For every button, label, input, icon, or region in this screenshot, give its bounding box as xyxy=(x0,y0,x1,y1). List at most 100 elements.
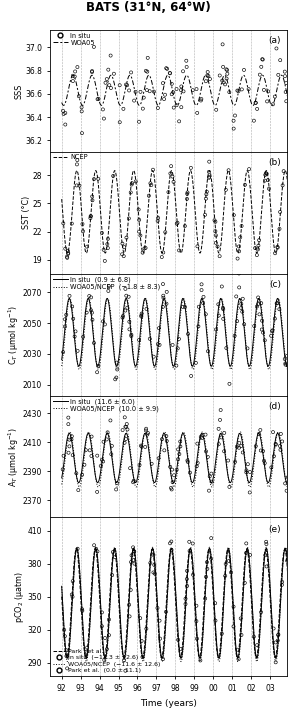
Point xyxy=(139,441,144,452)
Point xyxy=(117,80,122,91)
Point xyxy=(132,95,136,106)
Point xyxy=(255,244,260,255)
Point xyxy=(101,244,106,255)
Point xyxy=(218,404,223,416)
Point xyxy=(105,242,110,254)
Point xyxy=(279,579,284,590)
Text: (b): (b) xyxy=(268,158,281,167)
Point xyxy=(199,279,204,290)
Point xyxy=(157,615,162,627)
Point xyxy=(144,423,149,434)
Point xyxy=(79,101,84,113)
Point xyxy=(140,247,145,258)
Point xyxy=(70,589,74,600)
Point xyxy=(176,634,181,645)
Point xyxy=(156,453,161,464)
Point xyxy=(124,290,129,302)
Point xyxy=(184,573,189,585)
Point xyxy=(233,110,237,121)
Point xyxy=(106,64,111,76)
Point xyxy=(176,453,180,465)
Point xyxy=(238,612,243,624)
Point xyxy=(64,650,69,662)
Point xyxy=(178,84,183,96)
Point xyxy=(124,419,129,430)
Point xyxy=(199,93,204,105)
Point xyxy=(195,633,200,645)
Point xyxy=(185,193,189,205)
Point xyxy=(70,76,75,87)
Point xyxy=(82,459,87,471)
Point xyxy=(189,162,193,173)
Point xyxy=(206,346,210,357)
Point xyxy=(144,303,149,314)
Point xyxy=(235,315,239,327)
Point xyxy=(95,93,100,105)
Point xyxy=(178,643,183,655)
Text: (c): (c) xyxy=(269,279,281,289)
Point xyxy=(194,357,198,369)
Point xyxy=(61,217,66,229)
Point xyxy=(122,655,126,666)
Point xyxy=(62,624,67,635)
Point xyxy=(273,91,277,102)
Point xyxy=(161,290,166,302)
Point xyxy=(115,477,119,488)
Point xyxy=(155,102,160,113)
Point xyxy=(242,64,246,76)
Point xyxy=(252,320,257,332)
Point xyxy=(75,61,80,73)
Point xyxy=(129,330,134,342)
Point xyxy=(276,630,281,641)
Point xyxy=(204,188,209,200)
Point xyxy=(271,98,275,110)
Point xyxy=(127,610,132,622)
Point xyxy=(213,237,218,249)
Point xyxy=(113,552,118,563)
Point xyxy=(263,168,268,179)
Text: BATS (31°N, 64°W): BATS (31°N, 64°W) xyxy=(86,1,210,14)
Point xyxy=(181,66,185,77)
Point xyxy=(185,456,190,468)
Point xyxy=(70,449,75,461)
Point xyxy=(164,435,169,446)
Point xyxy=(204,76,208,87)
Point xyxy=(207,471,212,482)
Point xyxy=(194,461,199,472)
Point xyxy=(226,455,231,466)
Point xyxy=(132,558,137,570)
Point xyxy=(280,436,284,447)
Point xyxy=(187,536,192,548)
Point xyxy=(239,302,244,314)
Point xyxy=(70,575,75,587)
Point xyxy=(95,450,100,461)
Point xyxy=(213,597,218,609)
Point xyxy=(70,218,74,230)
Point xyxy=(191,569,195,580)
Point xyxy=(174,464,179,476)
Point xyxy=(174,100,179,111)
Point xyxy=(171,86,176,98)
Point xyxy=(284,78,289,89)
Point xyxy=(185,455,190,466)
Point xyxy=(102,113,106,124)
Point xyxy=(138,612,143,624)
Point xyxy=(137,226,141,237)
Point xyxy=(122,437,127,448)
Point xyxy=(120,312,125,323)
Point xyxy=(167,67,172,78)
Point xyxy=(216,423,221,434)
Point xyxy=(128,463,133,474)
Point xyxy=(177,333,181,344)
Point xyxy=(89,431,94,442)
Point xyxy=(224,73,229,84)
Point xyxy=(155,602,160,614)
Point xyxy=(264,560,269,572)
Point xyxy=(224,63,229,75)
Point xyxy=(170,171,175,183)
Point xyxy=(67,290,72,302)
Point xyxy=(161,247,166,258)
Point xyxy=(276,69,281,81)
Point xyxy=(235,644,240,655)
Point xyxy=(104,434,109,445)
